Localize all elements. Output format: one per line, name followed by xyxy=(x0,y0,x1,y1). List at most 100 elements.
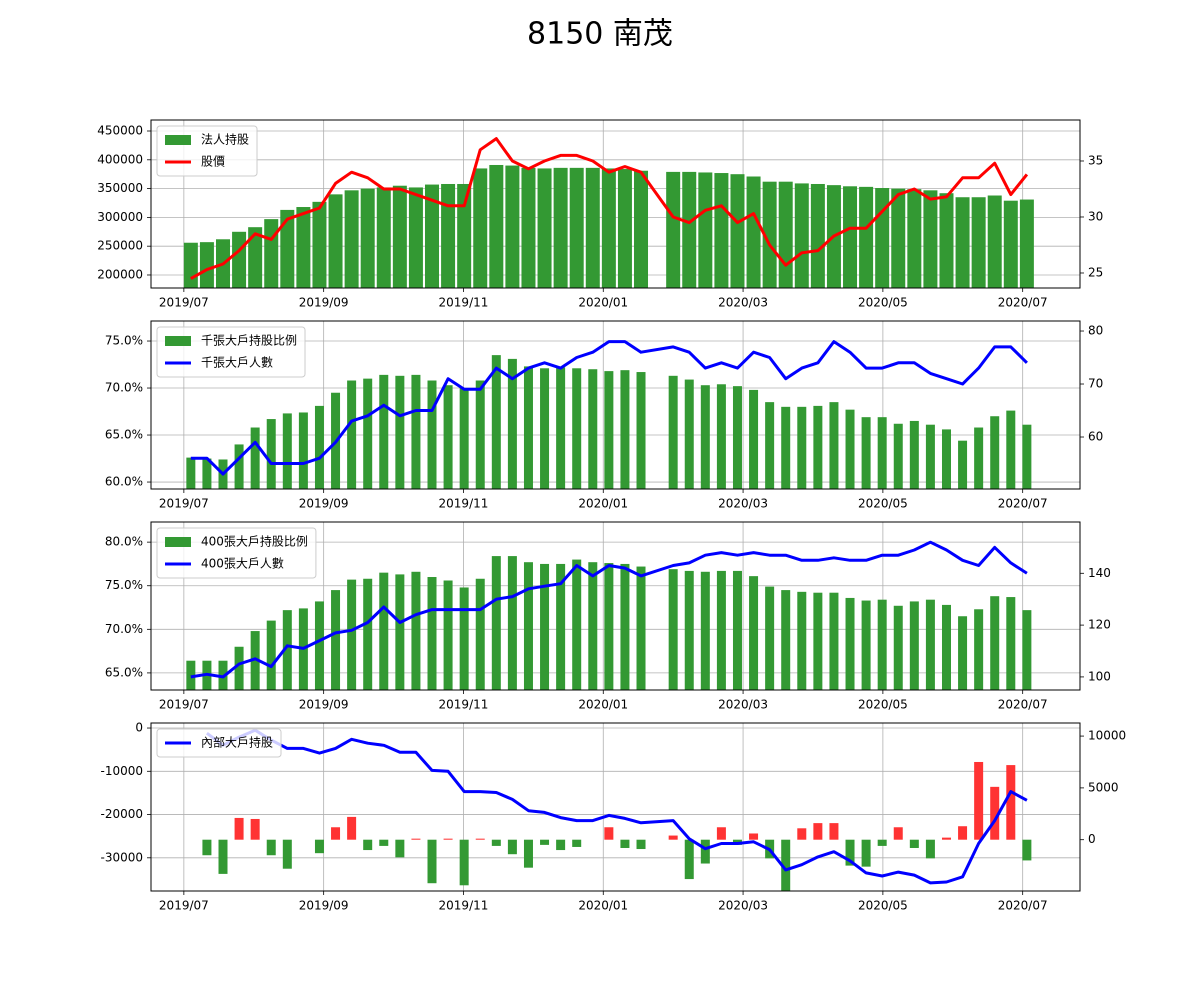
y-tick-label: 75.0% xyxy=(105,334,143,348)
y2-tick-label: 70 xyxy=(1088,377,1103,391)
bar xyxy=(893,827,903,840)
bar xyxy=(797,828,807,840)
y-tick-label: 65.0% xyxy=(105,665,143,679)
x-tick-label: 2019/11 xyxy=(439,296,489,310)
x-tick-label: 2020/07 xyxy=(998,296,1048,310)
x-tick-label: 2020/05 xyxy=(858,497,908,511)
y2-tick-label: 30 xyxy=(1088,209,1103,223)
bar xyxy=(813,592,823,690)
bar xyxy=(732,570,742,690)
x-tick-label: 2020/07 xyxy=(998,698,1048,712)
bar xyxy=(569,167,584,288)
axes-frame xyxy=(150,722,1081,892)
x-tick-label: 2019/09 xyxy=(299,497,349,511)
bar xyxy=(749,389,759,489)
bar xyxy=(473,168,488,288)
bar xyxy=(298,412,308,489)
bar xyxy=(845,409,855,489)
bar xyxy=(700,385,710,489)
bar xyxy=(411,838,421,840)
bar xyxy=(540,368,550,489)
bar xyxy=(296,207,311,288)
bar xyxy=(232,231,247,288)
bar xyxy=(505,165,520,288)
bar xyxy=(491,355,501,489)
bar xyxy=(909,420,919,489)
legend-box xyxy=(156,326,306,378)
bar xyxy=(955,197,970,288)
bar xyxy=(781,839,791,891)
y-tick-label: 80.0% xyxy=(105,535,143,549)
bar xyxy=(540,563,550,690)
bar xyxy=(668,375,678,489)
bar xyxy=(376,187,391,288)
bar xyxy=(716,570,726,690)
bar xyxy=(813,823,823,840)
figure-title: 8150 南茂 xyxy=(527,17,673,52)
bar xyxy=(617,169,632,288)
bar xyxy=(537,168,552,288)
x-tick-label: 2020/01 xyxy=(578,698,628,712)
bar xyxy=(540,839,550,845)
bar xyxy=(829,823,839,840)
bar xyxy=(264,219,279,288)
bar xyxy=(234,817,244,840)
bar xyxy=(363,839,373,851)
bar xyxy=(620,563,630,690)
bar xyxy=(781,590,791,690)
axes-frame xyxy=(150,320,1081,490)
bar xyxy=(585,167,600,288)
bar xyxy=(186,457,196,489)
x-tick-label: 2020/03 xyxy=(718,497,768,511)
y-tick-label: 200000 xyxy=(97,267,143,281)
bar xyxy=(459,388,469,489)
bar xyxy=(749,833,759,840)
y-tick-label: 350000 xyxy=(97,181,143,195)
x-tick-label: 2019/09 xyxy=(299,899,349,913)
x-tick-label: 2019/07 xyxy=(159,296,209,310)
bar xyxy=(314,405,324,489)
y-tick-label: 60.0% xyxy=(105,475,143,489)
bar xyxy=(925,424,935,489)
bar xyxy=(666,171,681,288)
bar xyxy=(443,838,453,840)
bar xyxy=(601,168,616,288)
bar xyxy=(668,569,678,690)
bar xyxy=(443,580,453,690)
bar xyxy=(379,839,389,846)
y2-tick-label: 100 xyxy=(1088,669,1111,683)
bar xyxy=(312,201,327,288)
legend-label: 法人持股 xyxy=(201,132,249,147)
line xyxy=(190,137,1029,280)
legend-label: 內部大戶持股 xyxy=(201,735,273,750)
bar xyxy=(762,181,777,288)
x-tick-label: 2020/01 xyxy=(578,899,628,913)
bar xyxy=(572,559,582,690)
bar xyxy=(266,839,276,856)
bar xyxy=(958,616,968,690)
bar xyxy=(282,413,292,489)
bar xyxy=(572,839,582,847)
bar xyxy=(877,417,887,489)
y2-tick-label: 60 xyxy=(1088,430,1103,444)
legend-swatch xyxy=(165,336,191,346)
y-tick-label: 65.0% xyxy=(105,428,143,442)
bar xyxy=(1022,610,1032,690)
x-tick-label: 2020/03 xyxy=(718,899,768,913)
bar xyxy=(1006,597,1016,690)
bar xyxy=(925,839,935,859)
bar xyxy=(604,371,614,489)
bar xyxy=(411,571,421,690)
bar xyxy=(990,786,1000,840)
bar xyxy=(893,423,903,489)
bar xyxy=(475,380,485,489)
bar xyxy=(344,190,359,288)
axes-frame xyxy=(150,521,1081,691)
x-tick-label: 2020/01 xyxy=(578,296,628,310)
x-tick-label: 2020/01 xyxy=(578,497,628,511)
bar xyxy=(459,839,469,886)
y-tick-label: 70.0% xyxy=(105,622,143,636)
legend-label: 千張大戶人數 xyxy=(201,356,273,370)
bar xyxy=(700,839,710,864)
bar xyxy=(891,188,906,288)
